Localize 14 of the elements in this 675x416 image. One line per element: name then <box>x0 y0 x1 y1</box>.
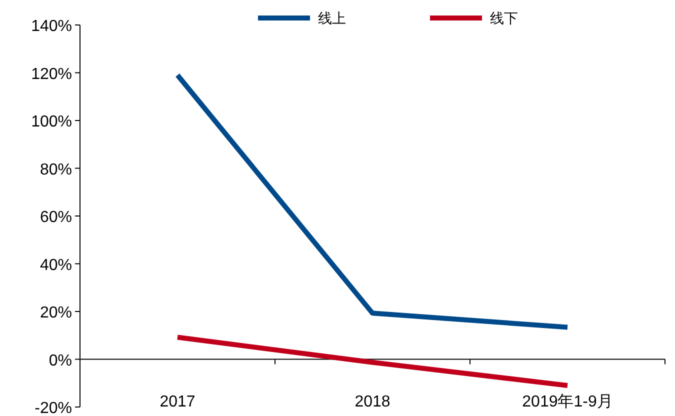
x-tick-label: 2018 <box>354 393 390 410</box>
y-tick-label: 140% <box>31 18 72 35</box>
y-tick-label: 120% <box>31 66 72 83</box>
y-tick-label: 0% <box>48 352 72 370</box>
legend-label: 线上 <box>318 10 346 26</box>
y-tick-label: 100% <box>31 114 72 130</box>
legend-label: 线下 <box>490 10 518 26</box>
y-tick-label: 20% <box>40 304 72 322</box>
x-tick-label: 2019年1-9月 <box>522 393 613 410</box>
y-tick-label: 60% <box>40 209 72 226</box>
y-tick-label: 80% <box>40 161 72 178</box>
x-tick-label: 2017 <box>160 393 196 410</box>
y-tick-label: 40% <box>40 256 72 274</box>
y-tick-label: -20% <box>34 400 72 416</box>
